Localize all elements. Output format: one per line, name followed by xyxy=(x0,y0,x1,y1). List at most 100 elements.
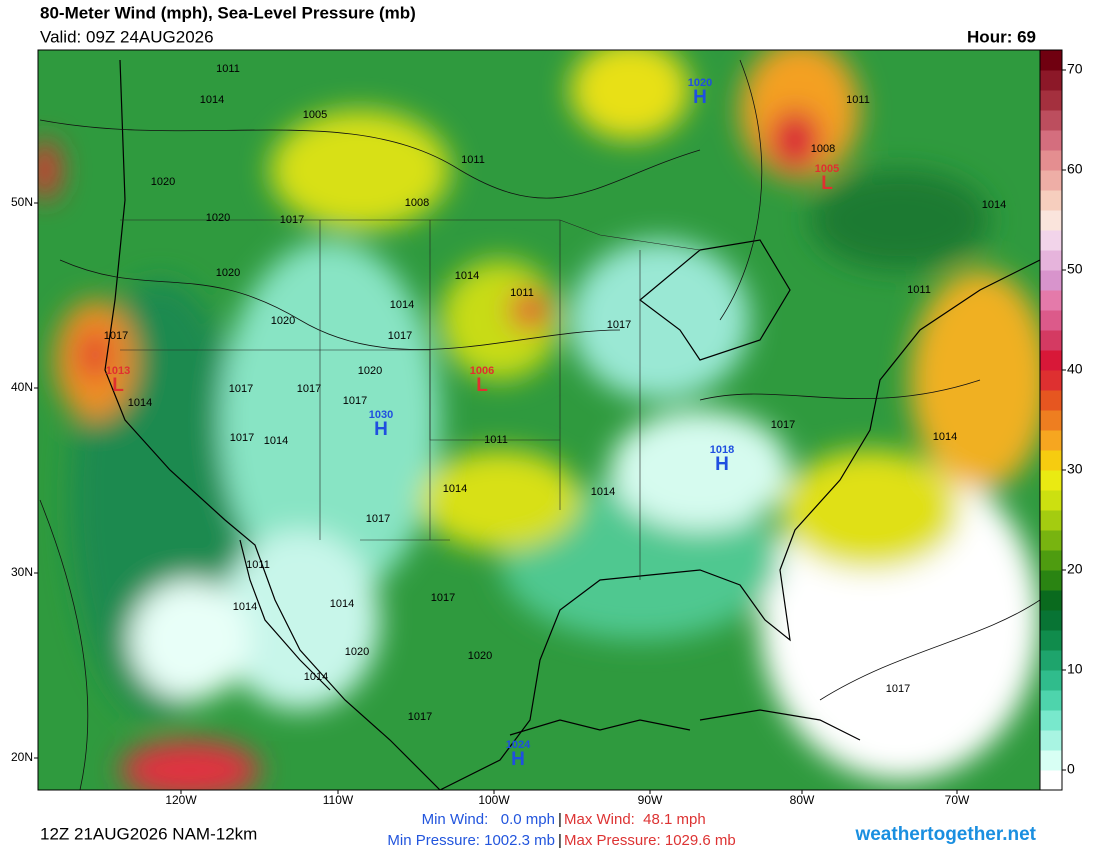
colorbar-band xyxy=(1040,630,1062,651)
longitude-label: 100W xyxy=(478,793,510,807)
isobar-label: 1014 xyxy=(264,435,288,447)
colorbar-band xyxy=(1040,770,1062,791)
isobar-label: 1014 xyxy=(591,486,615,498)
isobar-label: 1011 xyxy=(907,284,931,296)
colorbar-tick-label: 10 xyxy=(1067,661,1083,677)
colorbar-band xyxy=(1040,70,1062,91)
isobar-label: 1017 xyxy=(229,383,253,395)
colorbar-band xyxy=(1040,590,1062,611)
colorbar-band xyxy=(1040,190,1062,211)
colorbar-frame xyxy=(1039,49,1063,791)
colorbar-band xyxy=(1040,550,1062,571)
pressure-value: 1030 xyxy=(369,409,393,421)
isobar-label: 1020 xyxy=(216,267,240,279)
isobar-label: 1017 xyxy=(771,419,795,431)
isobar-labels: 1011 1014 1005 1011 1020 1008 1020 1017 1020 1014… xyxy=(104,63,1006,723)
isobar-label: 1017 xyxy=(408,711,432,723)
site-name: weathertogether.net xyxy=(854,824,1036,845)
colorbar-tick-label: 20 xyxy=(1067,561,1083,577)
max-wind: Max Wind: 48.1 mph xyxy=(564,811,706,828)
isobar-label: 1020 xyxy=(206,212,230,224)
map-axes: 50N 40N 30N 20N 120W 110W 100W 90W 80W 70W xyxy=(11,195,970,807)
pressure-letter: L xyxy=(112,375,124,396)
colorbar-band xyxy=(1040,530,1062,551)
valid-time: Valid: 09Z 24AUG2026 xyxy=(40,27,214,46)
isobar-label: 1011 xyxy=(484,434,508,446)
isobar-label: 1014 xyxy=(390,299,414,311)
longitude-label: 120W xyxy=(165,793,197,807)
isobar-label: 1017 xyxy=(280,214,304,226)
pressure-value: 1013 xyxy=(106,365,130,377)
colorbar-tick-label: 40 xyxy=(1067,361,1083,377)
isobar-label: 1014 xyxy=(982,199,1006,211)
colorbar-band xyxy=(1040,90,1062,111)
longitude-label: 90W xyxy=(638,793,663,807)
colorbar-band xyxy=(1040,310,1062,331)
colorbar-tick-label: 70 xyxy=(1067,61,1083,77)
separator: | xyxy=(558,811,562,828)
isobar-label: 1014 xyxy=(330,598,354,610)
colorbar-band xyxy=(1040,670,1062,691)
latitude-label: 20N xyxy=(11,750,33,764)
isobar-label: 1014 xyxy=(304,671,328,683)
colorbar-band xyxy=(1040,210,1062,231)
pressure-value: 1020 xyxy=(688,77,712,89)
isobar-label: 1011 xyxy=(461,154,485,166)
colorbar-band xyxy=(1040,470,1062,491)
colorbar-band xyxy=(1040,50,1062,71)
map: 1011 1014 1005 1011 1020 1008 1020 1017 1020 1014… xyxy=(38,50,1040,790)
isobar-label: 1020 xyxy=(151,176,175,188)
pressure-letter: H xyxy=(511,749,525,770)
latitude-label: 30N xyxy=(11,565,33,579)
colorbar: 0 10 20 30 40 50 60 70 xyxy=(1039,49,1083,791)
colorbar-band xyxy=(1040,450,1062,471)
colorbar-band xyxy=(1040,750,1062,771)
isobar-label: 1014 xyxy=(455,270,479,282)
forecast-hour: Hour: 69 xyxy=(967,27,1036,46)
max-pressure: Max Pressure: 1029.6 mb xyxy=(564,832,736,849)
pressure-value: 1005 xyxy=(815,163,839,175)
colorbar-tick-label: 50 xyxy=(1067,261,1083,277)
isobar-label: 1017 xyxy=(297,383,321,395)
model-run: 12Z 21AUG2026 NAM-12km xyxy=(40,824,257,843)
pressure-letter: H xyxy=(715,454,729,475)
latitude-label: 50N xyxy=(11,195,33,209)
pressure-letter: H xyxy=(693,87,707,108)
longitude-label: 110W xyxy=(323,793,354,807)
colorbar-band xyxy=(1040,370,1062,391)
wind-shading xyxy=(38,50,1040,790)
isobar-label: 1020 xyxy=(345,646,369,658)
colorbar-band xyxy=(1040,170,1062,191)
colorbar-band xyxy=(1040,270,1062,291)
pressure-value: 1018 xyxy=(710,444,734,456)
pressure-letter: H xyxy=(374,419,388,440)
colorbar-tick-label: 60 xyxy=(1067,161,1083,177)
colorbar-tick-label: 0 xyxy=(1067,761,1075,777)
longitude-label: 70W xyxy=(945,793,970,807)
min-pressure: Min Pressure: 1002.3 mb xyxy=(387,832,555,849)
latitude-label: 40N xyxy=(11,380,33,394)
colorbar-band xyxy=(1040,430,1062,451)
isobar-label: 1011 xyxy=(846,94,870,106)
colorbar-band xyxy=(1040,290,1062,311)
colorbar-band xyxy=(1040,410,1062,431)
isobar-label: 1017 xyxy=(104,330,128,342)
colorbar-tick-label: 30 xyxy=(1067,461,1083,477)
isobar-label: 1008 xyxy=(405,197,429,209)
colorbar-band xyxy=(1040,130,1062,151)
colorbar-band xyxy=(1040,350,1062,371)
isobar-label: 1011 xyxy=(510,287,534,299)
isobar-label: 1017 xyxy=(343,395,367,407)
isobar-label: 1014 xyxy=(233,601,257,613)
isobar-label: 1011 xyxy=(216,63,240,75)
colorbar-band xyxy=(1040,570,1062,591)
isobar-label: 1008 xyxy=(811,143,835,155)
isobar-label: 1017 xyxy=(431,592,455,604)
colorbar-band xyxy=(1040,250,1062,271)
colorbar-band xyxy=(1040,150,1062,171)
isobar-label: 1017 xyxy=(366,513,390,525)
min-wind: Min Wind: 0.0 mph xyxy=(422,811,555,828)
colorbar-band xyxy=(1040,490,1062,511)
